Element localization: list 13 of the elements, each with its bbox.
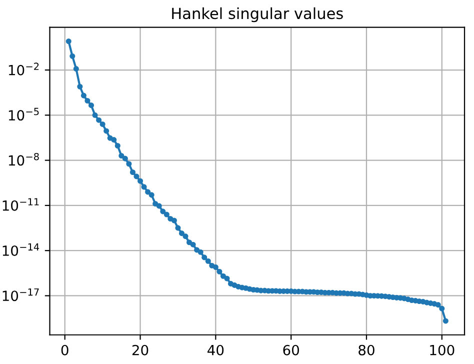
x-tick-label: 80	[358, 344, 374, 356]
y-tick-label: 10$^{−17}$	[2, 288, 39, 302]
x-tick-label: 20	[132, 344, 148, 356]
y-tick-label: 10$^{−5}$	[8, 108, 39, 121]
chart-title: Hankel singular values	[172, 7, 343, 22]
x-tick-label: 60	[283, 344, 299, 356]
y-tick-label: 10$^{−2}$	[8, 62, 39, 76]
x-tick-label: 0	[61, 344, 68, 356]
x-tick-label: 40	[208, 344, 224, 356]
y-tick-label: 10$^{−11}$	[2, 198, 39, 211]
y-tick-label: 10$^{−8}$	[8, 152, 39, 166]
x-tick-label: 100	[430, 344, 454, 356]
y-tick-label: 10$^{−14}$	[2, 243, 40, 256]
